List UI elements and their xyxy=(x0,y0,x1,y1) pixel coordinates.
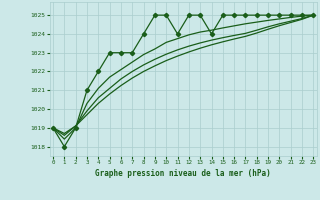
X-axis label: Graphe pression niveau de la mer (hPa): Graphe pression niveau de la mer (hPa) xyxy=(95,169,271,178)
